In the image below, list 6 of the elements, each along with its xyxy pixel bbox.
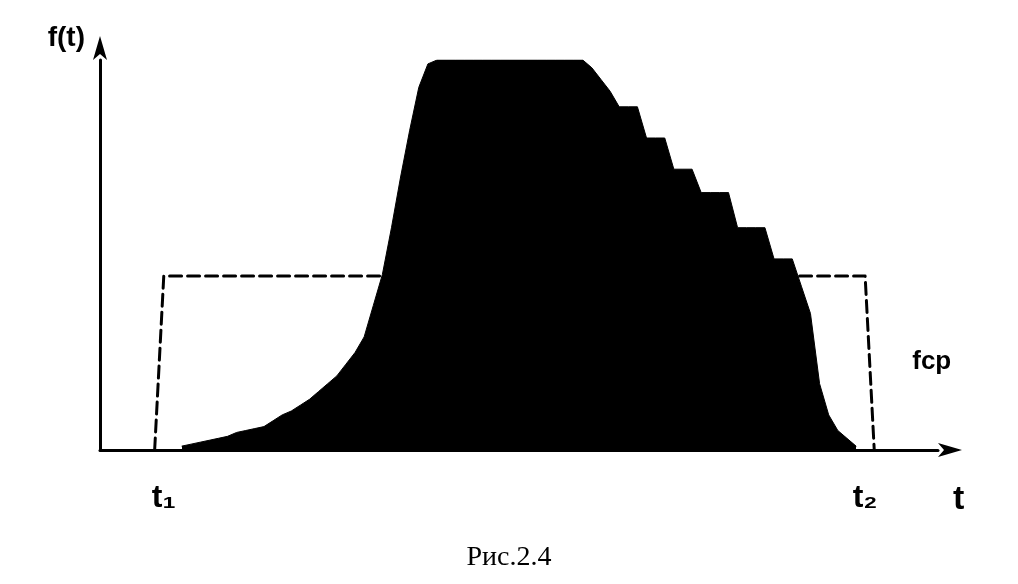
x-tick-label: t₂ [852, 478, 878, 514]
series-label: fcp [912, 345, 952, 375]
text: Рис.2.4 [465, 540, 553, 572]
x-tick-label: t₁ [151, 478, 176, 514]
y-axis-title: f(t) [47, 20, 85, 52]
x-axis-title: t [953, 478, 965, 516]
